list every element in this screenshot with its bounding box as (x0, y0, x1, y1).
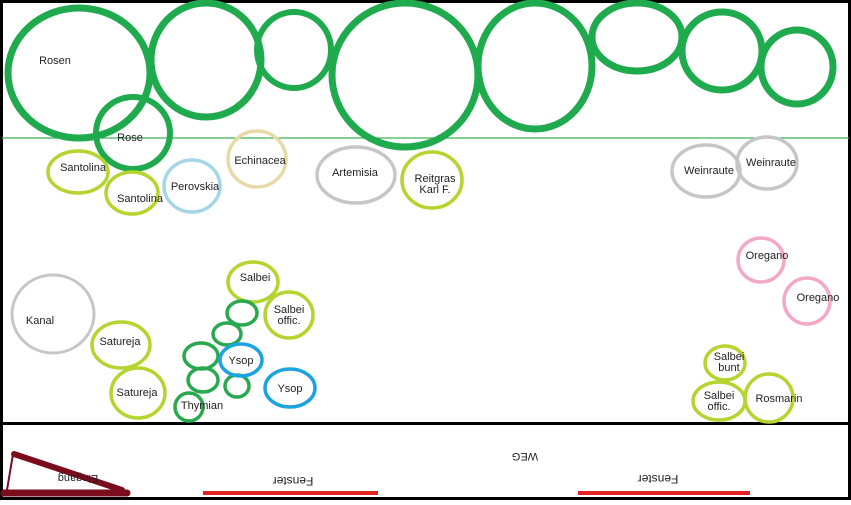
thymian-circle-5 (173, 391, 205, 423)
rosen-circle-5 (474, 0, 596, 133)
salbei-offic-2-label: Salbei (704, 390, 735, 402)
rosen-circle-1-label: Rosen (39, 55, 71, 67)
salbei-offic-1 (263, 290, 315, 340)
rosen-circle-4 (328, 0, 482, 151)
ysop-2-label: Ysop (277, 383, 302, 395)
weinraute-1-label: Weinraute (684, 165, 734, 177)
ysop-1-label: Ysop (228, 355, 253, 367)
perovskia (162, 158, 222, 214)
weinraute-2 (735, 135, 799, 191)
thymian-circle-4 (186, 366, 220, 394)
santolina-2-label: Santolina (117, 193, 164, 205)
ysop-1 (218, 342, 264, 378)
rosen-circle-8 (757, 26, 837, 108)
oregano-2 (782, 276, 832, 326)
satureja-1 (90, 320, 152, 370)
oregano-1 (736, 236, 786, 284)
satureja-2-label: Satureja (117, 387, 159, 399)
reitgras-label: Karl F. (419, 184, 450, 196)
thymian-circle-5-label: Thymian (181, 400, 223, 412)
kanal (10, 273, 96, 355)
perovskia-label: Perovskia (171, 181, 220, 193)
satureja-2 (109, 366, 167, 420)
salbei-offic-2-label: offic. (707, 401, 730, 413)
oregano-2-label: Oregano (797, 292, 840, 304)
window-left-label: Fenster (273, 474, 314, 488)
oregano-1-label: Oregano (746, 250, 789, 262)
salbei-label: Salbei (240, 272, 271, 284)
rosen-circle-2 (147, 0, 265, 121)
santolina-1 (46, 149, 110, 195)
echinacea-label: Echinacea (234, 155, 286, 167)
entrance-door-jamb (6, 453, 14, 491)
rosen-circle-7 (678, 8, 766, 94)
salbei-offic-1-label: Salbei (274, 304, 305, 316)
rose-circle (93, 94, 173, 172)
window-right-label: Fenster (638, 472, 679, 486)
thymian-circle-1 (225, 299, 259, 327)
satureja-1-label: Satureja (100, 336, 142, 348)
salbei (226, 260, 280, 304)
rosen-circle-6 (588, 0, 686, 75)
artemisia (315, 145, 397, 205)
rosen-circle-3 (254, 9, 334, 91)
rosen-circle-1 (4, 4, 154, 142)
echinacea (226, 129, 288, 189)
weinraute-2-label: Weinraute (746, 157, 796, 169)
santolina-1-label: Santolina (60, 162, 107, 174)
thymian-circle-3 (182, 341, 220, 371)
artemisia-label: Artemisia (332, 167, 379, 179)
entrance-door-swing (11, 451, 125, 493)
thymian-circle-2 (211, 321, 243, 347)
santolina-2 (104, 170, 160, 216)
path-label: WEG (512, 450, 538, 462)
salbei-bunt-label: Salbei (714, 351, 745, 363)
rosmarin (743, 372, 795, 424)
salbei-bunt-label: bunt (718, 362, 739, 374)
salbei-bunt (703, 344, 747, 382)
salbei-offic-1-label: offic. (277, 315, 300, 327)
thymian-circle-6 (223, 373, 251, 399)
rosmarin-label: Rosmarin (755, 393, 802, 405)
entrance-label: Eingang (58, 472, 98, 484)
rose-circle-label: Rose (117, 132, 143, 144)
ysop-2 (263, 367, 317, 409)
reitgras (400, 150, 464, 210)
kanal-label: Kanal (26, 315, 54, 327)
reitgras-label: Reitgras (415, 173, 456, 185)
